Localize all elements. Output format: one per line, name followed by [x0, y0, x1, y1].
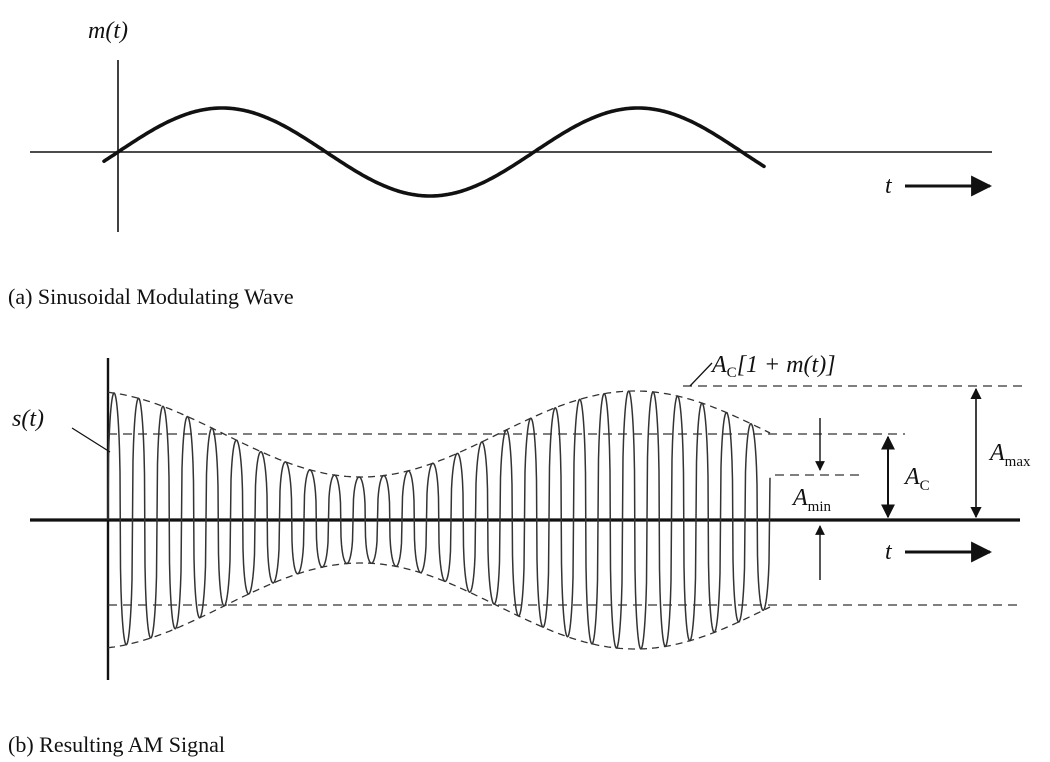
amax-label-a: A: [988, 440, 1005, 466]
panel-a: m(t) t (a) Sinusoidal Modulating Wave: [8, 18, 993, 309]
envelope-label-leader: [689, 362, 713, 387]
amin-label-a: A: [791, 485, 808, 511]
ac-label-a: A: [903, 464, 920, 490]
envelope-label-rest: [1 + m(t)]: [737, 352, 836, 378]
amin-label: Amin: [791, 485, 832, 515]
amax-label: Amax: [988, 440, 1031, 470]
panel-b-xlabel: t: [885, 539, 893, 565]
panel-b-caption: (b) Resulting AM Signal: [8, 732, 225, 757]
amin-label-sub: min: [808, 499, 832, 515]
envelope-label-a: A: [710, 352, 727, 378]
signal-label: s(t): [12, 406, 44, 432]
panel-a-xlabel: t: [885, 173, 893, 199]
envelope-label: AC[1 + m(t)]: [710, 352, 836, 381]
modulating-wave-curve: [102, 106, 766, 198]
ac-label: AC: [903, 464, 930, 494]
panel-a-ylabel: m(t): [88, 18, 128, 44]
panel-b: s(t) AC[1 + m(t)] Amin AC Amax t (b) Res…: [8, 352, 1031, 757]
amax-label-sub: max: [1005, 454, 1031, 470]
lower-envelope: [107, 562, 771, 650]
upper-envelope: [107, 390, 771, 478]
signal-label-leader: [71, 427, 111, 453]
panel-a-caption: (a) Sinusoidal Modulating Wave: [8, 284, 294, 309]
envelope-label-sub: C: [727, 365, 737, 381]
am-signal-waveform: [107, 390, 771, 650]
ac-label-sub: C: [920, 478, 930, 494]
